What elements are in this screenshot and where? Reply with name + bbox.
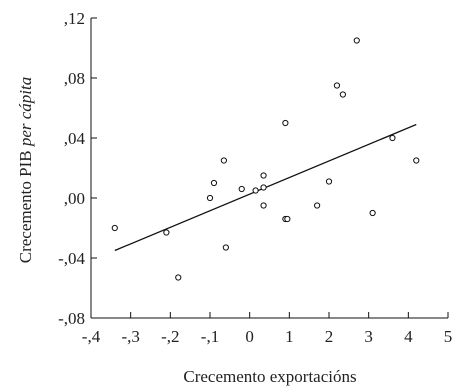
y-tick-label: ,04 [64,129,86,148]
plot-area: -,08 -,04 ,00 ,04 ,08 ,12 -,4 -,3 -,2 -,1 0 1 2 3 4 5 [58,9,452,346]
y-axis-label-italic: per cápita [16,77,35,147]
data-point [353,37,360,44]
data-point [389,134,396,142]
x-tick-label: 4 [404,327,413,346]
data-point [325,178,333,185]
x-tick-label: 3 [364,327,373,346]
data-point [111,224,118,232]
y-axis-label-prefix: Crecemento PIB [16,146,35,263]
y-tick-label: ,00 [64,189,85,208]
data-point [252,187,259,194]
x-axis-label: Crecemento exportacións [183,367,356,386]
y-tick-label: -,04 [58,249,85,268]
data-point [260,184,267,191]
x-tick-label: -,2 [161,327,179,346]
y-axis-label: Crecemento PIB per cápita [16,77,35,264]
data-point [339,91,346,98]
data-point [282,119,289,127]
data-points [111,37,420,281]
data-point [260,202,267,209]
y-tick-label: -,08 [58,309,85,328]
x-tick-label: 1 [285,327,294,346]
x-tick-label: 0 [245,327,254,346]
y-ticks: -,08 -,04 ,00 ,04 ,08 ,12 [58,9,97,328]
data-point [260,172,267,179]
x-tick-label: 5 [444,327,453,346]
y-tick-label: ,12 [64,9,85,28]
x-tick-label: -,3 [121,327,139,346]
data-point [163,229,170,236]
data-point [314,202,321,209]
data-point [220,157,227,164]
x-tick-label: -,4 [82,327,101,346]
x-tick-label: 2 [325,327,334,346]
y-tick-label: ,08 [64,69,85,88]
data-point [333,82,341,89]
data-point [206,194,214,202]
data-point [284,215,291,223]
data-point [210,179,218,187]
x-tick-label: -,1 [201,327,219,346]
data-point [369,209,376,217]
data-point [222,244,229,251]
x-ticks: -,4 -,3 -,2 -,1 0 1 2 3 4 5 [82,312,452,346]
data-point [413,157,420,164]
data-point [175,274,182,281]
data-point [238,185,245,193]
